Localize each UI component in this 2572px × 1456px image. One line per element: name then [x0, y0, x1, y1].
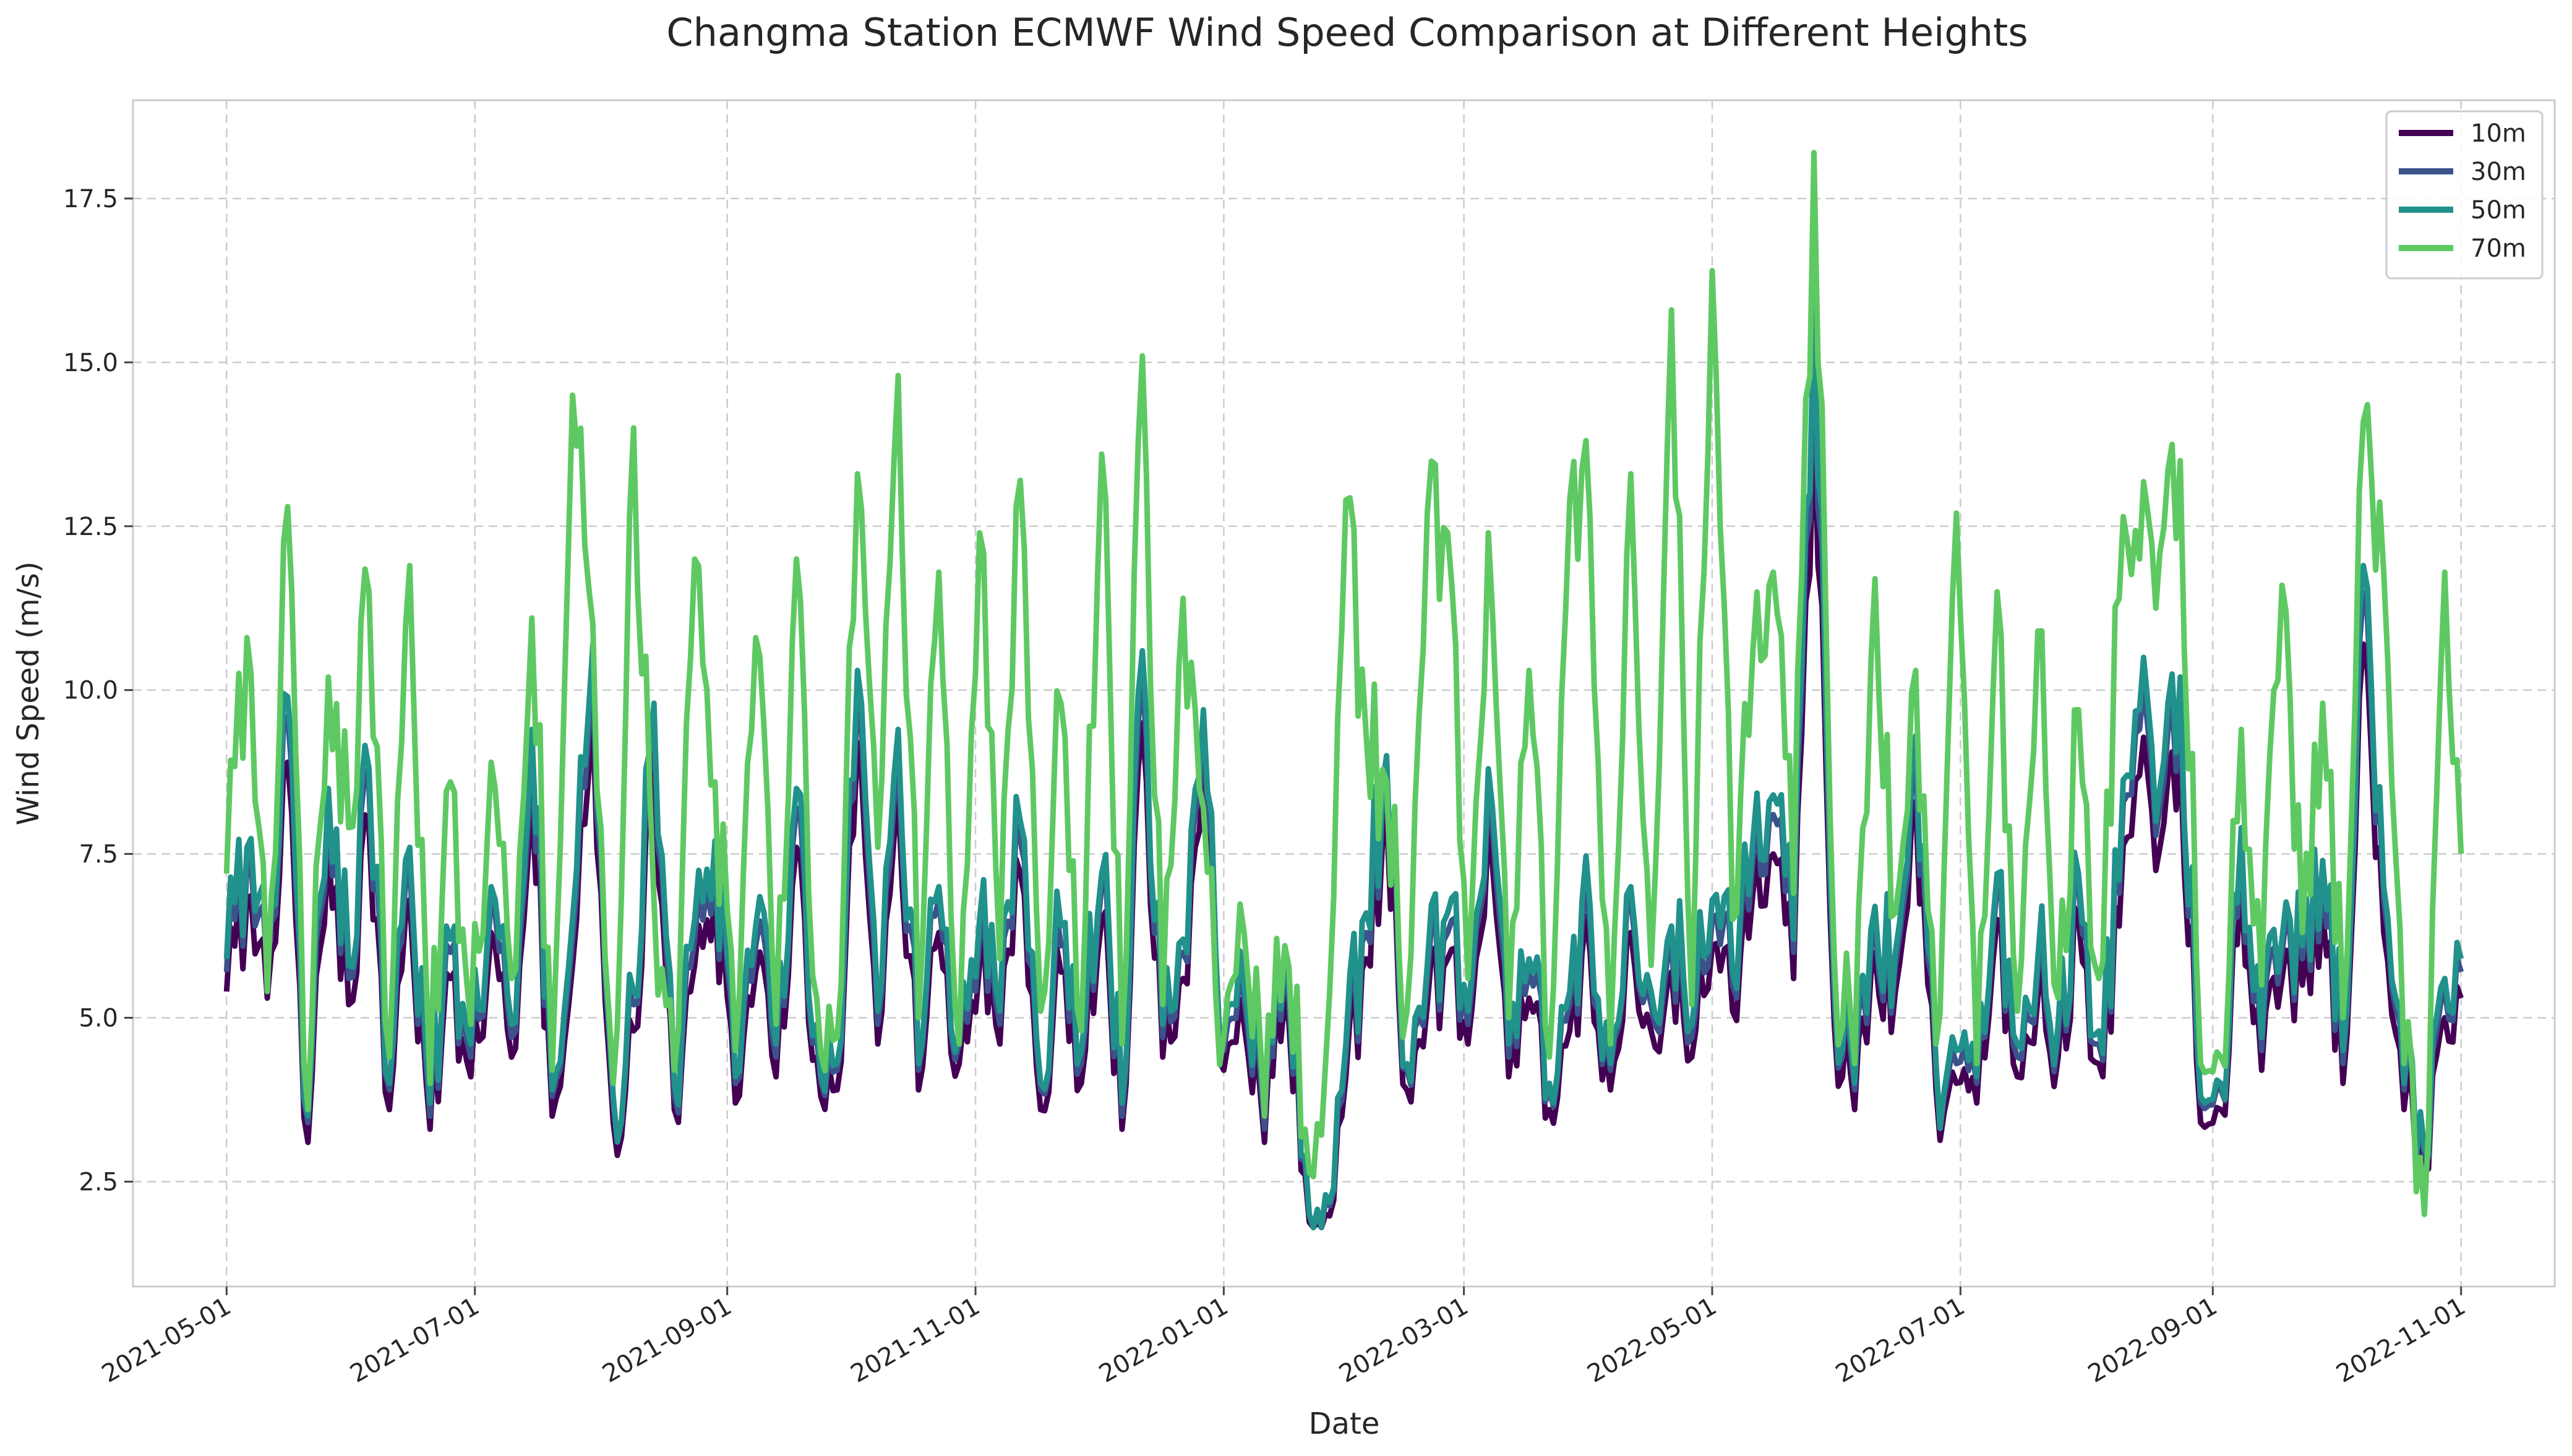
series-layer — [223, 150, 2464, 1231]
y-tick-label: 2.5 — [79, 1168, 118, 1196]
y-axis-label: Wind Speed (m/s) — [11, 561, 46, 825]
y-tick-label: 15.0 — [63, 349, 118, 377]
y-tick-label: 17.5 — [63, 185, 118, 213]
y-tick-label: 10.0 — [63, 677, 118, 705]
y-tick-label: 5.0 — [79, 1004, 118, 1033]
chart-title: Changma Station ECMWF Wind Speed Compari… — [666, 10, 2028, 55]
legend-label: 10m — [2471, 119, 2526, 148]
legend-box — [2385, 110, 2544, 280]
y-tick-label: 7.5 — [79, 841, 118, 869]
legend-label: 30m — [2471, 158, 2526, 186]
plot-frame — [132, 99, 2556, 1288]
x-axis-label: Date — [1309, 1407, 1380, 1441]
series-line-70m — [223, 150, 2464, 1217]
legend-label: 50m — [2471, 196, 2526, 225]
legend-label: 70m — [2471, 234, 2526, 263]
legend: 10m 30m 50m 70m — [2385, 110, 2544, 280]
y-tick-label: 12.5 — [63, 513, 118, 541]
